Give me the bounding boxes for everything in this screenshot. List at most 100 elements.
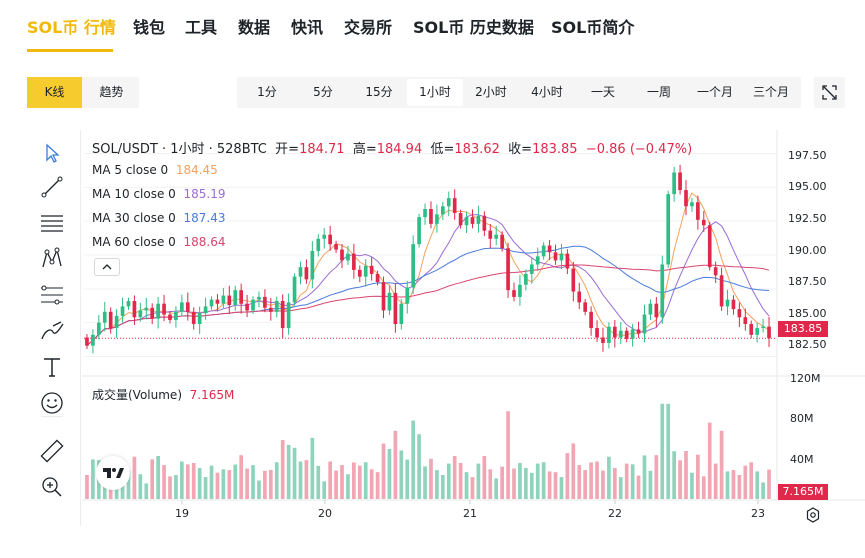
interval-1h[interactable]: 1小时 [407, 79, 463, 106]
volume-bar [239, 455, 244, 499]
candle-body [150, 307, 155, 319]
volume-bar [482, 455, 487, 499]
candle-body [108, 311, 113, 329]
interval-1d[interactable]: 一天 [590, 85, 615, 99]
volume-bar [452, 455, 457, 499]
volume-bar [494, 478, 499, 499]
nav-wallet[interactable]: 钱包 [133, 18, 166, 37]
candle-body [239, 290, 244, 304]
candle-body [144, 307, 149, 311]
ma30-value: 187.43 [183, 211, 226, 225]
ma10-label: MA 10 close 0 [92, 187, 176, 201]
candle-body [197, 313, 202, 324]
volume-bar [138, 474, 143, 499]
collapse-legend-button[interactable] [94, 258, 120, 276]
volume-bar [713, 463, 718, 499]
volume-bar [280, 439, 285, 499]
candle-body [547, 245, 552, 253]
low-label: 低= [430, 142, 455, 157]
price-tick: 182.50 [788, 338, 827, 351]
candle-body [607, 326, 611, 343]
horizontal-lines-icon[interactable] [39, 210, 65, 236]
nav-sol-intro[interactable]: SOL币简介 [551, 18, 635, 37]
interval-15m[interactable]: 15分 [365, 85, 393, 99]
candle-body [636, 329, 641, 334]
volume-bar [731, 470, 736, 499]
volume-bar [126, 470, 131, 499]
nav-data[interactable]: 数据 [238, 18, 271, 37]
volume-bar [304, 460, 309, 499]
volume-bar [696, 454, 700, 499]
volume-bar [310, 437, 315, 499]
cursor-icon[interactable] [39, 140, 65, 166]
nav-news[interactable]: 快讯 [291, 18, 324, 37]
volume-bar [595, 461, 599, 499]
nav-sol-market[interactable]: SOL币 行情 [27, 18, 116, 37]
candle-body [304, 267, 309, 280]
chart-settings-button[interactable] [804, 506, 822, 524]
ruler-icon[interactable] [39, 438, 65, 464]
interval-2h[interactable]: 2小时 [475, 85, 507, 99]
candle-body [352, 253, 356, 270]
candle-body [369, 265, 374, 274]
candle-body [464, 217, 469, 226]
volume-bar [352, 462, 356, 499]
ma60-legend: MA 60 close 0 188.64 [92, 235, 225, 249]
volume-bar [298, 461, 303, 499]
volume-bar [91, 459, 95, 499]
volume-bar [381, 443, 386, 499]
volume-bar [672, 451, 676, 499]
nav-tools[interactable]: 工具 [185, 18, 218, 37]
volume-bar [559, 477, 564, 499]
volume-bar [387, 448, 392, 499]
candle-body [678, 172, 682, 191]
ma5-label: MA 5 close 0 [92, 163, 169, 177]
nav-exchanges[interactable]: 交易所 [344, 18, 393, 37]
pattern-icon[interactable] [39, 246, 65, 272]
volume-bar [417, 434, 421, 499]
candle-body [174, 311, 178, 320]
price-tick: 185.00 [788, 307, 827, 320]
tab-trend[interactable]: 趋势 [99, 85, 124, 99]
volume-bar [476, 463, 481, 499]
interval-3mo[interactable]: 三个月 [752, 85, 789, 99]
volume-bar [535, 463, 540, 499]
trend-line-icon[interactable] [39, 174, 65, 200]
candle-body [162, 303, 166, 315]
fib-icon[interactable] [39, 282, 65, 308]
brush-icon[interactable] [39, 318, 65, 344]
candle-body [346, 253, 350, 261]
candle-body [375, 273, 380, 283]
nav-sol-history[interactable]: SOL币 历史数据 [413, 18, 534, 37]
interval-1w[interactable]: 一周 [646, 85, 671, 99]
interval-1mo[interactable]: 一个月 [696, 85, 733, 99]
text-icon[interactable] [39, 354, 65, 380]
volume-bar [630, 464, 635, 499]
volume-bar [547, 471, 552, 499]
toolbar-divider [41, 416, 63, 417]
candle-body [263, 296, 267, 308]
fullscreen-button[interactable] [814, 77, 845, 108]
volume-bar [405, 459, 410, 499]
interval-1m[interactable]: 1分 [257, 85, 277, 99]
volume-bar [660, 403, 665, 499]
volume-bar [690, 472, 694, 499]
emoji-icon[interactable] [39, 390, 65, 416]
price-chart[interactable]: SOL/USDT · 1小时 · 528BTC 开=184.71 高=184.9… [82, 130, 865, 530]
zoom-in-icon[interactable] [39, 474, 65, 500]
candle-body [417, 217, 421, 245]
candle-body [660, 264, 665, 318]
gear-icon [806, 507, 820, 523]
volume-bar [707, 422, 712, 499]
candle-body [168, 314, 172, 320]
tradingview-logo[interactable] [96, 456, 130, 490]
interval-4h[interactable]: 4小时 [531, 85, 563, 99]
ma5-value: 184.45 [175, 163, 218, 177]
tab-kline[interactable]: K线 [27, 77, 82, 108]
candle-body [719, 275, 724, 307]
volume-bar [132, 456, 137, 499]
price-tick: 195.00 [788, 180, 827, 193]
interval-5m[interactable]: 5分 [313, 85, 333, 99]
candle-body [357, 269, 362, 277]
open-value: 184.71 [299, 142, 345, 157]
